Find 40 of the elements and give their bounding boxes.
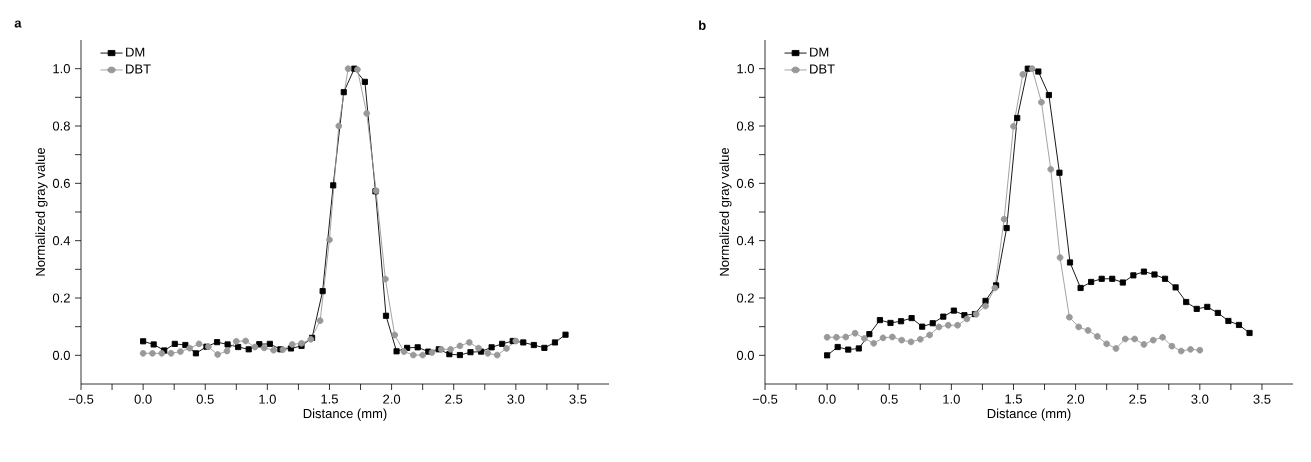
x-tick-label: 1.0 [259, 394, 276, 404]
legend-label: DM [810, 47, 829, 57]
x-tick-label: 2.0 [383, 394, 401, 404]
legend-label: DBT [810, 64, 835, 74]
y-tick-label: 0.6 [52, 178, 70, 188]
y-tick-label: 0.4 [736, 236, 755, 246]
y-tick-label: 0.2 [736, 293, 754, 303]
y-tick-label: 1.0 [737, 64, 754, 74]
x-axis-title: Distance (mm) [303, 408, 387, 421]
x-tick-label: 2.5 [445, 394, 463, 404]
x-tick-label: 2.0 [1067, 394, 1085, 404]
x-tick-label: 3.0 [1191, 394, 1209, 404]
x-tick-label: 1.5 [321, 394, 338, 404]
y-tick-label: 0.8 [736, 121, 754, 131]
y-tick-label: 0.0 [52, 350, 70, 360]
chart-title: b [699, 20, 706, 30]
chart-title: a [14, 20, 22, 28]
x-tick-label: 3.0 [507, 394, 525, 404]
x-tick-label: 3.5 [569, 394, 587, 404]
y-tick-label: 0.8 [52, 121, 70, 131]
x-tick-label: −0.5 [68, 394, 94, 404]
x-tick-label: 0.5 [880, 394, 898, 404]
y-axis-title: Normalized gray value [719, 147, 732, 276]
x-axis-title: Distance (mm) [987, 408, 1071, 421]
x-tick-label: 0.0 [818, 394, 836, 404]
x-tick-label: 0.0 [134, 394, 152, 404]
x-tick-label: 3.5 [1253, 394, 1271, 404]
legend-label: DM [126, 47, 145, 57]
x-tick-label: −0.5 [752, 394, 778, 404]
x-tick-label: 2.5 [1129, 394, 1147, 404]
y-tick-label: 0.2 [52, 293, 70, 303]
y-tick-label: 0.0 [736, 350, 754, 360]
y-axis-title: Normalized gray value [35, 147, 48, 276]
y-tick-label: 0.4 [52, 236, 71, 246]
legend-label: DBT [126, 64, 151, 74]
y-tick-label: 0.6 [736, 178, 754, 188]
x-tick-label: 1.5 [1005, 394, 1022, 404]
x-tick-label: 0.5 [196, 394, 214, 404]
x-tick-label: 1.0 [943, 394, 960, 404]
y-tick-label: 1.0 [53, 64, 70, 74]
